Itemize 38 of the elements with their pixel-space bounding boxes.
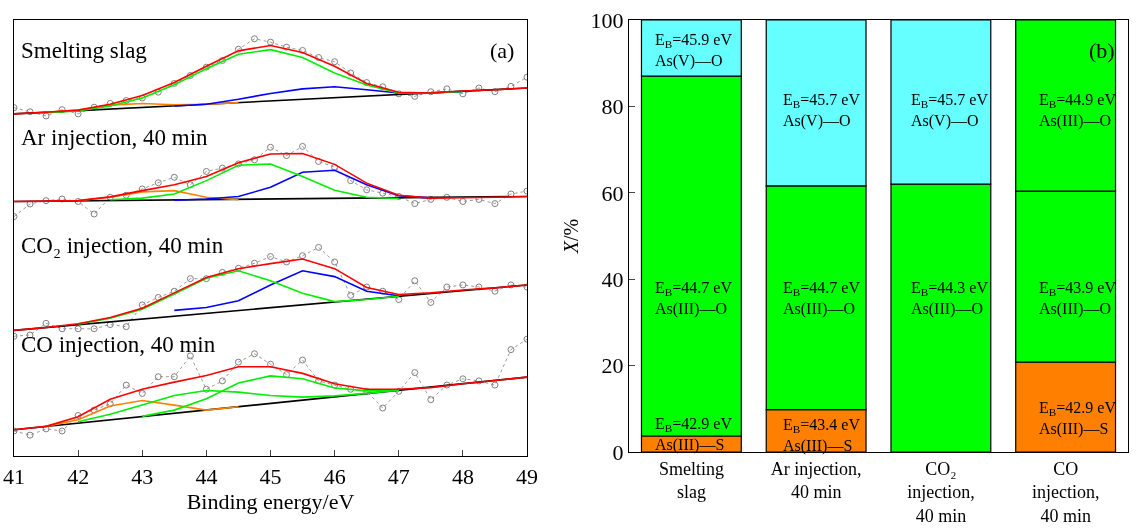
y-axis-title: X/% <box>559 218 582 255</box>
y-tick-label: 20 <box>601 353 624 379</box>
x-tick-label: 47 <box>387 463 410 489</box>
annotation: CO₂ injection, 40 min <box>21 233 224 258</box>
x-tick-label: Ar injection, 40 min <box>770 458 862 503</box>
annotation: E$_{B}$=44.3 eV As(III)—O <box>911 279 989 318</box>
x-tick-label: CO injection, 40 min <box>1031 458 1100 526</box>
annotation: E$_{B}$=45.9 eV As(V)—O <box>655 31 733 70</box>
annotation: E$_{B}$=42.9 eV As(III)—S <box>655 415 733 454</box>
x-tick-label: CO₂ injection, 40 min <box>907 458 975 526</box>
x-tick-label: 42 <box>67 463 90 489</box>
y-tick-label: 0 <box>612 439 624 465</box>
y-tick-label: 80 <box>601 94 624 120</box>
x-axis-title: Binding energy/eV <box>186 488 355 514</box>
annotation: E$_{B}$=44.7 eV As(III)—O <box>655 279 733 318</box>
annotation: (a) <box>490 38 515 63</box>
annotation: (b) <box>1089 38 1115 63</box>
annotation: E$_{B}$=44.7 eV As(III)—O <box>783 279 861 318</box>
x-tick-label: 41 <box>3 463 25 489</box>
annotation: E$_{B}$=45.7 eV As(V)—O <box>911 91 989 130</box>
x-tick-label: Smelting slag <box>658 458 724 503</box>
x-tick-label: 45 <box>259 463 282 489</box>
annotation: Ar injection, 40 min <box>21 125 209 150</box>
y-tick-label: 60 <box>601 180 624 206</box>
annotation: Smelting slag <box>21 38 148 63</box>
x-tick-label: 43 <box>131 463 154 489</box>
y-tick-label: 40 <box>601 266 624 292</box>
annotation: CO injection, 40 min <box>21 332 216 357</box>
annotation: E$_{B}$=43.4 eV As(III)—S <box>783 416 861 455</box>
x-tick-label: 49 <box>516 463 538 489</box>
annotation: E$_{B}$=44.9 eV As(III)—O <box>1039 91 1117 130</box>
x-tick-label: 44 <box>195 463 218 489</box>
annotation: E$_{B}$=42.9 eV As(III)—S <box>1039 399 1117 438</box>
y-tick-label: 100 <box>590 7 624 33</box>
x-tick-label: 48 <box>451 463 474 489</box>
annotation: E$_{B}$=43.9 eV As(III)—O <box>1039 279 1117 318</box>
x-tick-label: 46 <box>323 463 346 489</box>
annotation: E$_{B}$=45.7 eV As(V)—O <box>783 91 861 130</box>
